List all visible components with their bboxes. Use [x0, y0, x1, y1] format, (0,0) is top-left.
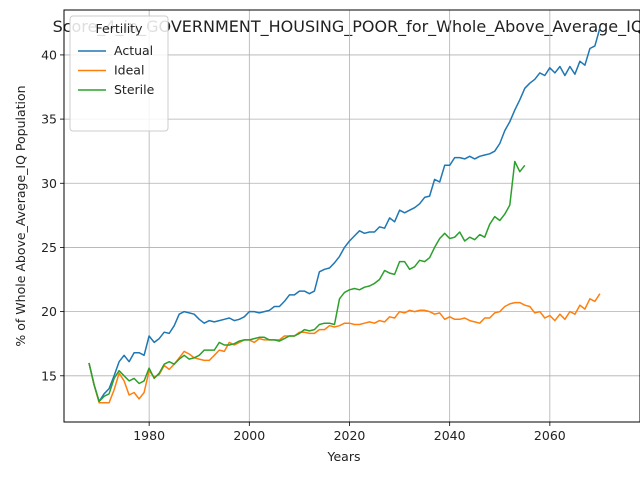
x-tick-label: 2040 [434, 428, 466, 443]
legend-label: Sterile [114, 82, 155, 97]
series-lines [88, 27, 601, 404]
y-tick-label: 15 [41, 368, 57, 383]
y-axis-label: % of Whole Above_Average_IQ Population [13, 85, 28, 346]
chart-title: Score_4_in_GOVERNMENT_HOUSING_POOR_for_W… [53, 17, 640, 37]
legend-item-sterile: Sterile [78, 82, 155, 97]
x-axis-label: Years [327, 449, 361, 464]
legend-label: Ideal [114, 63, 144, 78]
axis-ticks: 1980 2000 2020 2040 2060 15 20 25 30 35 40 [41, 47, 566, 443]
legend: Fertility Actual Ideal Sterile [69, 15, 169, 132]
y-tick-label: 25 [41, 240, 57, 255]
plot-area-frame [63, 9, 640, 423]
legend-box [69, 15, 169, 132]
x-tick-label: 2060 [534, 428, 566, 443]
y-tick-label: 35 [41, 112, 57, 127]
series-line-actual [88, 27, 601, 403]
x-tick-label: 1980 [133, 428, 165, 443]
legend-title: Fertility [96, 21, 144, 36]
y-tick-label: 30 [41, 176, 57, 191]
legend-item-ideal: Ideal [78, 63, 144, 78]
x-tick-label: 2000 [233, 428, 265, 443]
series-line-sterile [88, 160, 526, 403]
y-tick-label: 20 [41, 304, 57, 319]
legend-item-actual: Actual [78, 43, 153, 58]
x-tick-label: 2020 [334, 428, 366, 443]
legend-label: Actual [114, 43, 153, 58]
y-tick-label: 40 [41, 47, 57, 62]
